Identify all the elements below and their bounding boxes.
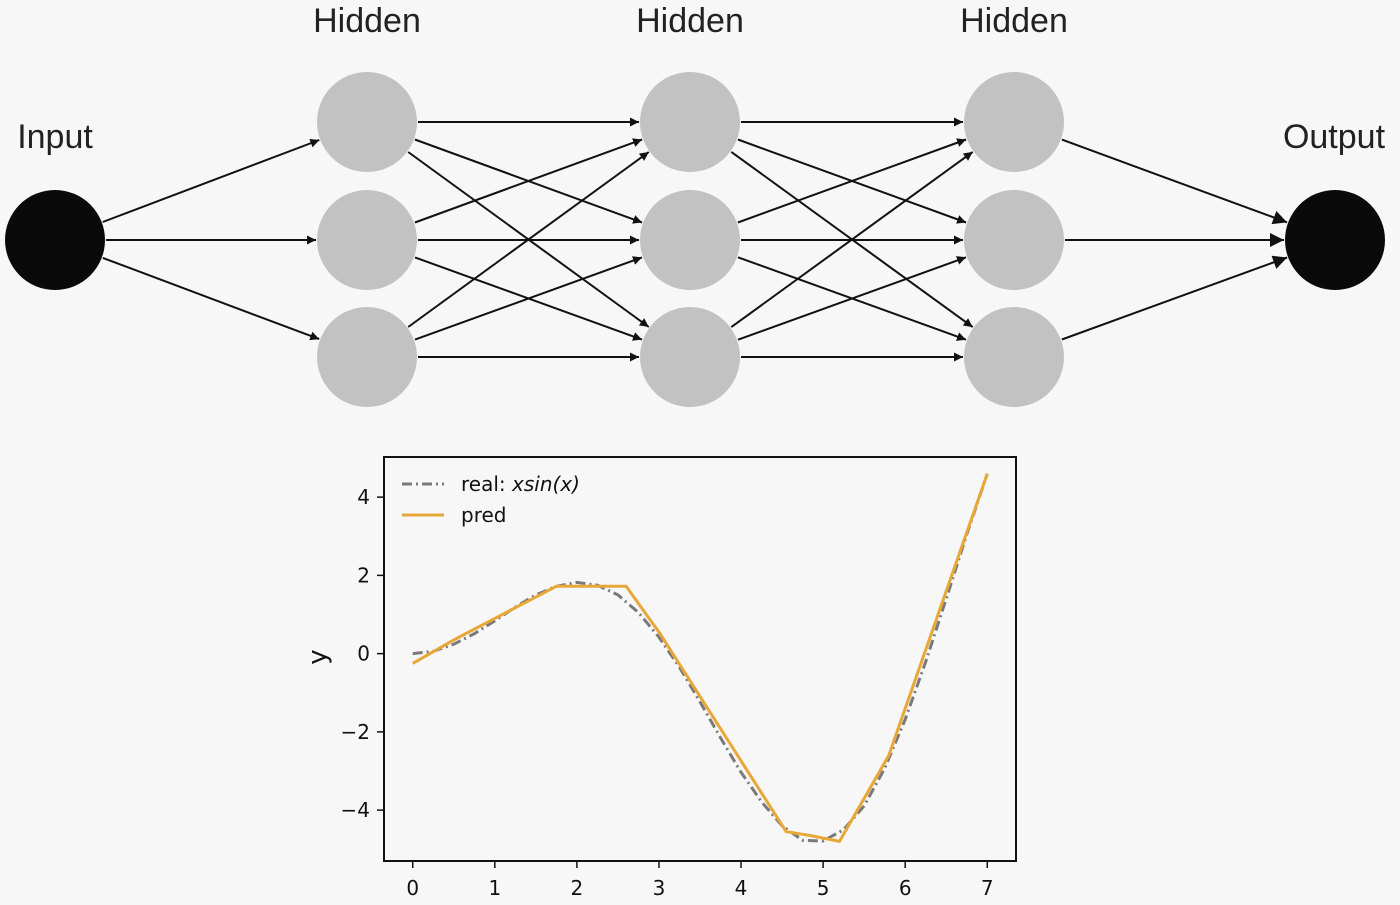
edge-l2n1-l3n0 <box>737 138 967 224</box>
hidden-3-node-1 <box>964 190 1064 290</box>
x-tick-label-0: 0 <box>406 876 419 900</box>
network-edges <box>102 117 1288 362</box>
edge-l1n2-l2n0 <box>407 151 650 328</box>
hidden-1-node-0 <box>317 72 417 172</box>
neural-network-diagram: Input Hidden Hidden Hidden Output <box>5 2 1386 407</box>
legend-pred-label: pred <box>461 503 506 527</box>
hidden-3-node-0 <box>964 72 1064 172</box>
edge-l0n0-l1n0 <box>102 138 320 223</box>
layer-labels: Input Hidden Hidden Hidden Output <box>17 2 1385 156</box>
y-tick-label--2: −2 <box>341 720 370 744</box>
plot-area <box>384 458 1016 861</box>
edge-l0n0-l1n2 <box>102 256 320 341</box>
x-tick-label-5: 5 <box>817 876 830 900</box>
plot-series <box>411 473 989 843</box>
legend-real-math: xsin(x) <box>511 472 580 496</box>
x-tick-label-6: 6 <box>899 876 912 900</box>
y-tick-label-0: 0 <box>357 642 370 666</box>
y-tick-label--4: −4 <box>341 798 370 822</box>
edge-l1n1-l2n0 <box>414 138 643 224</box>
legend-real-prefix: real: <box>461 472 512 496</box>
edge-l2n2-l3n0 <box>730 151 974 328</box>
hidden-layer-1-label: Hidden <box>313 2 421 40</box>
hidden-layer-3-label: Hidden <box>960 2 1068 40</box>
network-nodes <box>5 72 1385 407</box>
pred-series-line <box>411 473 989 843</box>
function-plot: 0 1 2 3 4 5 6 7 −4 −2 0 2 4 y real: xsin(x) pred <box>303 456 1017 900</box>
edge-l3n0-l4n0 <box>1061 138 1288 225</box>
input-layer-label: Input <box>17 118 93 156</box>
hidden-2-node-1 <box>640 190 740 290</box>
edge-l2n2-l3n1 <box>737 256 967 341</box>
x-tick-label-7: 7 <box>981 876 994 900</box>
hidden-1-node-1 <box>317 190 417 290</box>
hidden-2-node-0 <box>640 72 740 172</box>
input-node-0 <box>5 190 105 290</box>
hidden-2-node-2 <box>640 307 740 407</box>
edge-l3n2-l4n0 <box>1061 255 1288 341</box>
hidden-3-node-2 <box>964 307 1064 407</box>
output-node-0 <box>1285 190 1385 290</box>
x-tick-label-3: 3 <box>653 876 666 900</box>
hidden-layer-2-label: Hidden <box>636 2 744 40</box>
x-tick-label-1: 1 <box>488 876 501 900</box>
y-axis-label: y <box>303 649 333 664</box>
y-axis-ticks: −4 −2 0 2 4 <box>341 485 384 822</box>
edge-l1n2-l2n1 <box>414 256 643 341</box>
output-layer-label: Output <box>1283 118 1386 156</box>
hidden-1-node-2 <box>317 307 417 407</box>
legend: real: xsin(x) pred <box>402 472 580 527</box>
legend-real-label: real: xsin(x) <box>461 472 580 496</box>
x-tick-label-2: 2 <box>571 876 584 900</box>
x-axis-ticks: 0 1 2 3 4 5 6 7 <box>406 861 994 900</box>
y-tick-label-2: 2 <box>357 563 370 587</box>
y-tick-label-4: 4 <box>357 485 370 509</box>
x-tick-label-4: 4 <box>735 876 748 900</box>
